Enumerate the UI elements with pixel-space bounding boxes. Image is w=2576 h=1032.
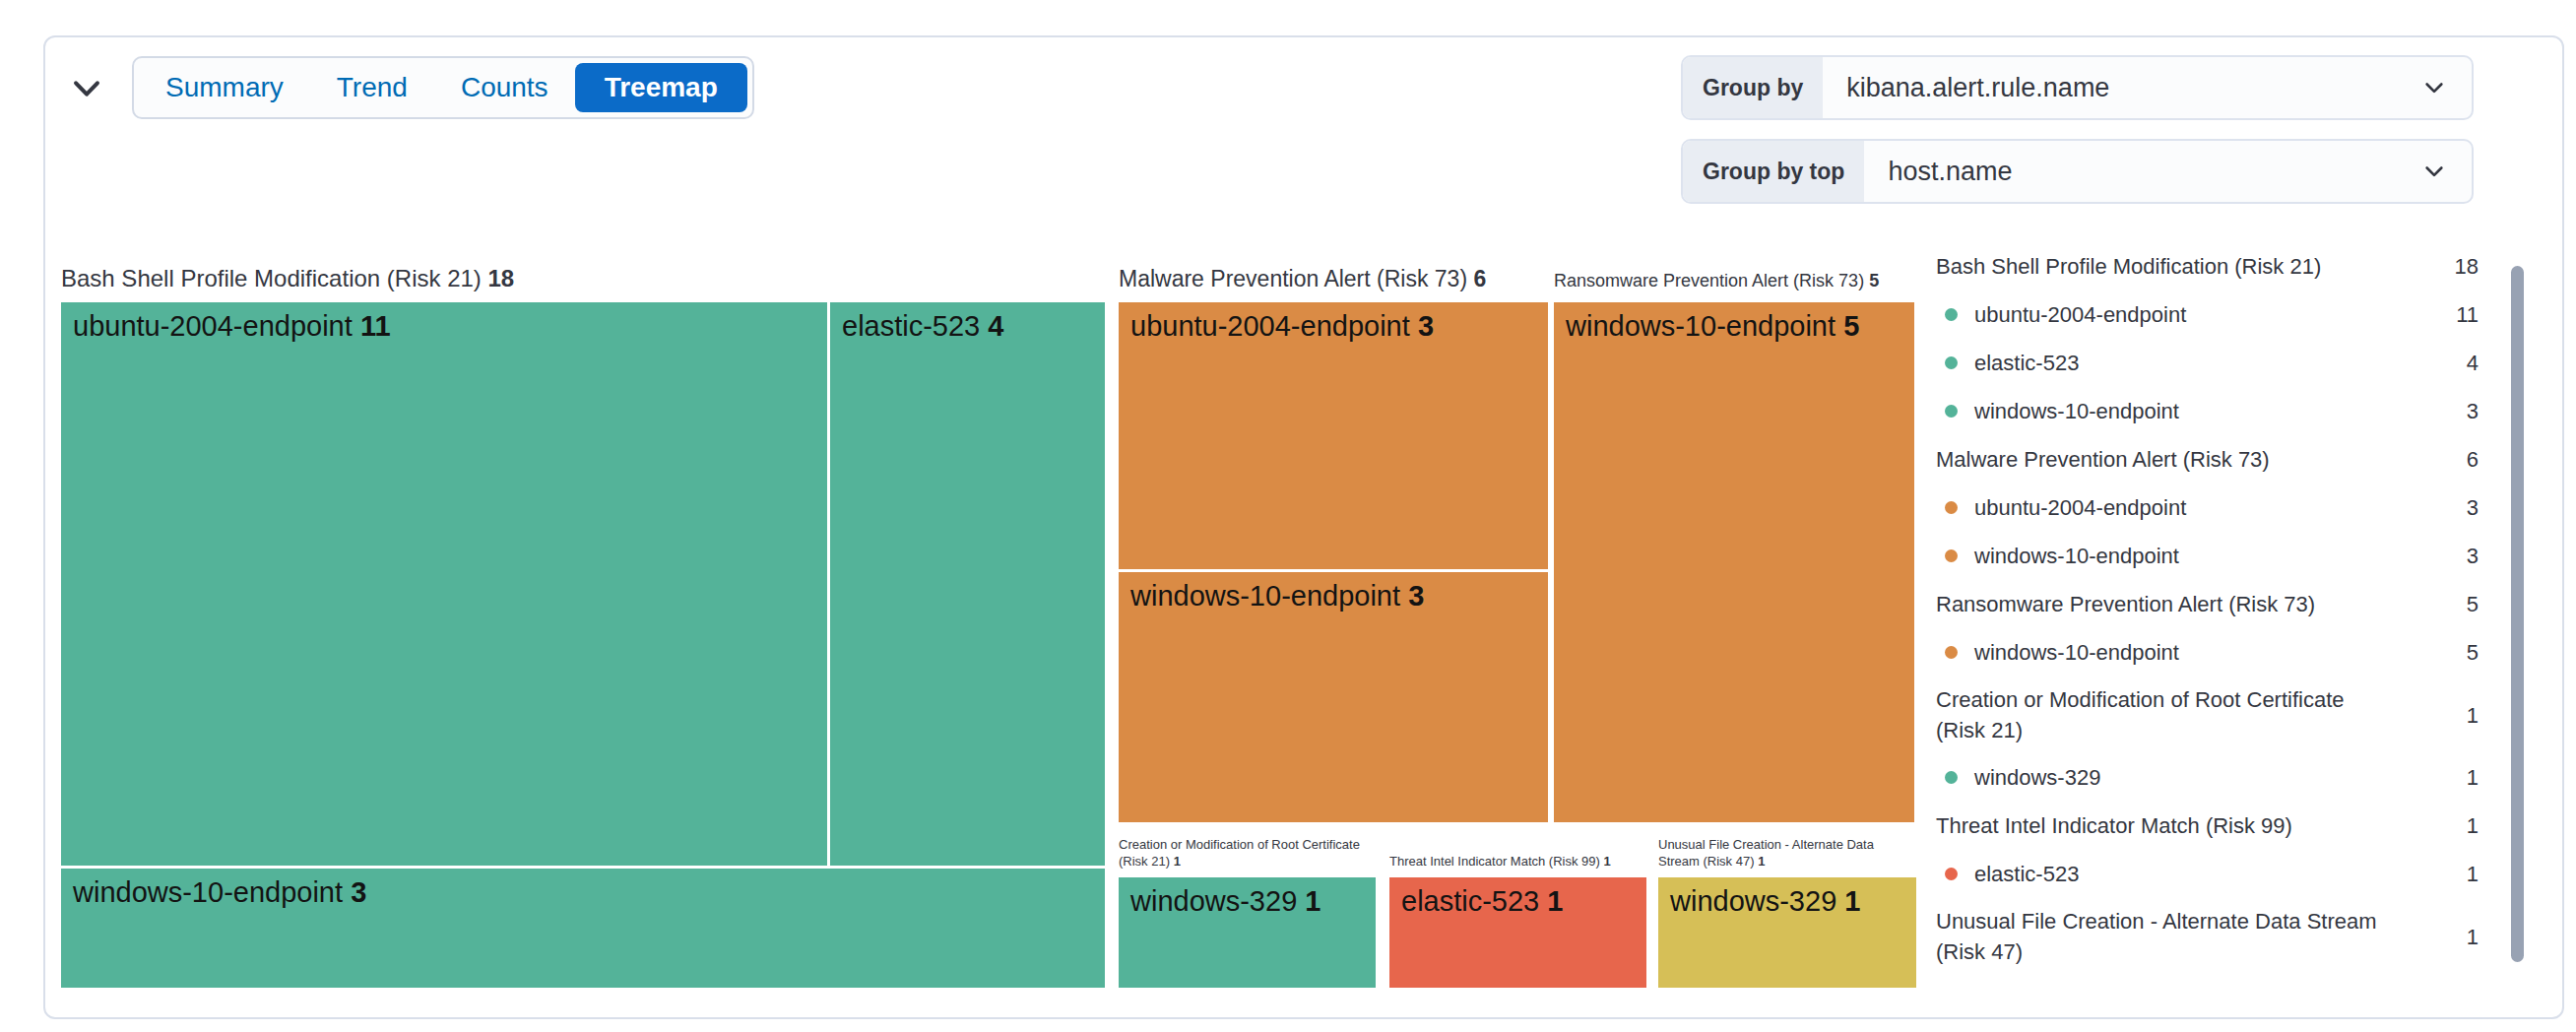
legend-group-row[interactable]: Ransomware Prevention Alert (Risk 73)5 xyxy=(1936,588,2479,620)
group-by-top-select[interactable]: Group by tophost.name xyxy=(1681,139,2474,204)
legend-dot-icon xyxy=(1945,646,1958,659)
tab-summary[interactable]: Summary xyxy=(139,58,310,117)
legend-group-row[interactable]: Bash Shell Profile Modification (Risk 21… xyxy=(1936,250,2479,283)
legend-item-row[interactable]: elastic-5234 xyxy=(1936,347,2479,379)
legend-dot-icon xyxy=(1945,356,1958,369)
chevron-down-icon xyxy=(2420,57,2472,118)
legend-group-row[interactable]: Malware Prevention Alert (Risk 73)6 xyxy=(1936,443,2479,476)
treemap-group-title-unusual-file: Unusual File Creation - Alternate Data S… xyxy=(1658,836,1973,870)
legend-item-row[interactable]: elastic-5231 xyxy=(1936,858,2479,890)
treemap-cell-bash-elastic[interactable]: elastic-523 4 xyxy=(830,302,1105,866)
collapse-panel-button[interactable] xyxy=(61,65,112,112)
group-by-value: kibana.alert.rule.name xyxy=(1823,57,2420,118)
legend-group-row[interactable]: Creation or Modification of Root Certifi… xyxy=(1936,684,2479,745)
tab-trend[interactable]: Trend xyxy=(310,58,434,117)
legend-item-row[interactable]: ubuntu-2004-endpoint11 xyxy=(1936,298,2479,331)
legend-group-row[interactable]: Threat Intel Indicator Match (Risk 99)1 xyxy=(1936,809,2479,842)
chevron-down-icon xyxy=(2420,141,2472,202)
treemap-cell-bash-windows10[interactable]: windows-10-endpoint 3 xyxy=(61,869,1105,988)
legend-scrollbar[interactable] xyxy=(2511,266,2524,962)
legend-dot-icon xyxy=(1945,308,1958,321)
treemap-cell-root-certificate-windows329[interactable]: windows-329 1 xyxy=(1119,877,1376,988)
treemap-group-title-threat-intel: Threat Intel Indicator Match (Risk 99) 1 xyxy=(1389,853,1705,870)
group-by-select[interactable]: Group bykibana.alert.rule.name xyxy=(1681,55,2474,120)
treemap-cell-bash-ubuntu[interactable]: ubuntu-2004-endpoint 11 xyxy=(61,302,827,866)
group-by-top-value: host.name xyxy=(1864,141,2420,202)
legend-dot-icon xyxy=(1945,868,1958,880)
treemap-cell-ransomware-windows10[interactable]: windows-10-endpoint 5 xyxy=(1554,302,1914,822)
tab-treemap[interactable]: Treemap xyxy=(575,63,747,112)
treemap-cell-unusual-file-windows329[interactable]: windows-329 1 xyxy=(1658,877,1916,988)
treemap-cell-malware-ubuntu[interactable]: ubuntu-2004-endpoint 3 xyxy=(1119,302,1548,569)
legend-dot-icon xyxy=(1945,549,1958,562)
legend-item-row[interactable]: windows-10-endpoint5 xyxy=(1936,636,2479,669)
legend-item-row[interactable]: ubuntu-2004-endpoint3 xyxy=(1936,491,2479,524)
legend-dot-icon xyxy=(1945,771,1958,784)
legend-item-row[interactable]: windows-10-endpoint3 xyxy=(1936,540,2479,572)
legend-item-row[interactable]: windows-3291 xyxy=(1936,761,2479,794)
treemap-cell-threat-intel-elastic[interactable]: elastic-523 1 xyxy=(1389,877,1646,988)
treemap-group-title-ransomware: Ransomware Prevention Alert (Risk 73) 5 xyxy=(1554,271,1879,292)
alerts-treemap-panel: Summary Trend Counts Treemap Group bykib… xyxy=(43,35,2564,1019)
group-by-top-label: Group by top xyxy=(1683,141,1864,202)
legend-dot-icon xyxy=(1945,405,1958,418)
chevron-down-icon xyxy=(68,70,105,107)
legend-dot-icon xyxy=(1945,501,1958,514)
group-by-label: Group by xyxy=(1683,57,1823,118)
treemap-legend: Bash Shell Profile Modification (Risk 21… xyxy=(1936,250,2479,967)
legend-item-row[interactable]: windows-10-endpoint3 xyxy=(1936,395,2479,427)
treemap-group-title-malware: Malware Prevention Alert (Risk 73) 6 xyxy=(1119,265,1486,292)
tab-counts[interactable]: Counts xyxy=(434,58,575,117)
treemap-cell-malware-windows10[interactable]: windows-10-endpoint 3 xyxy=(1119,572,1548,822)
treemap-group-title-root-certificate: Creation or Modification of Root Certifi… xyxy=(1119,836,1434,870)
legend-group-row[interactable]: Unusual File Creation - Alternate Data S… xyxy=(1936,906,2479,967)
view-mode-button-group: Summary Trend Counts Treemap xyxy=(132,56,754,119)
treemap-group-title-bash: Bash Shell Profile Modification (Risk 21… xyxy=(61,264,514,292)
